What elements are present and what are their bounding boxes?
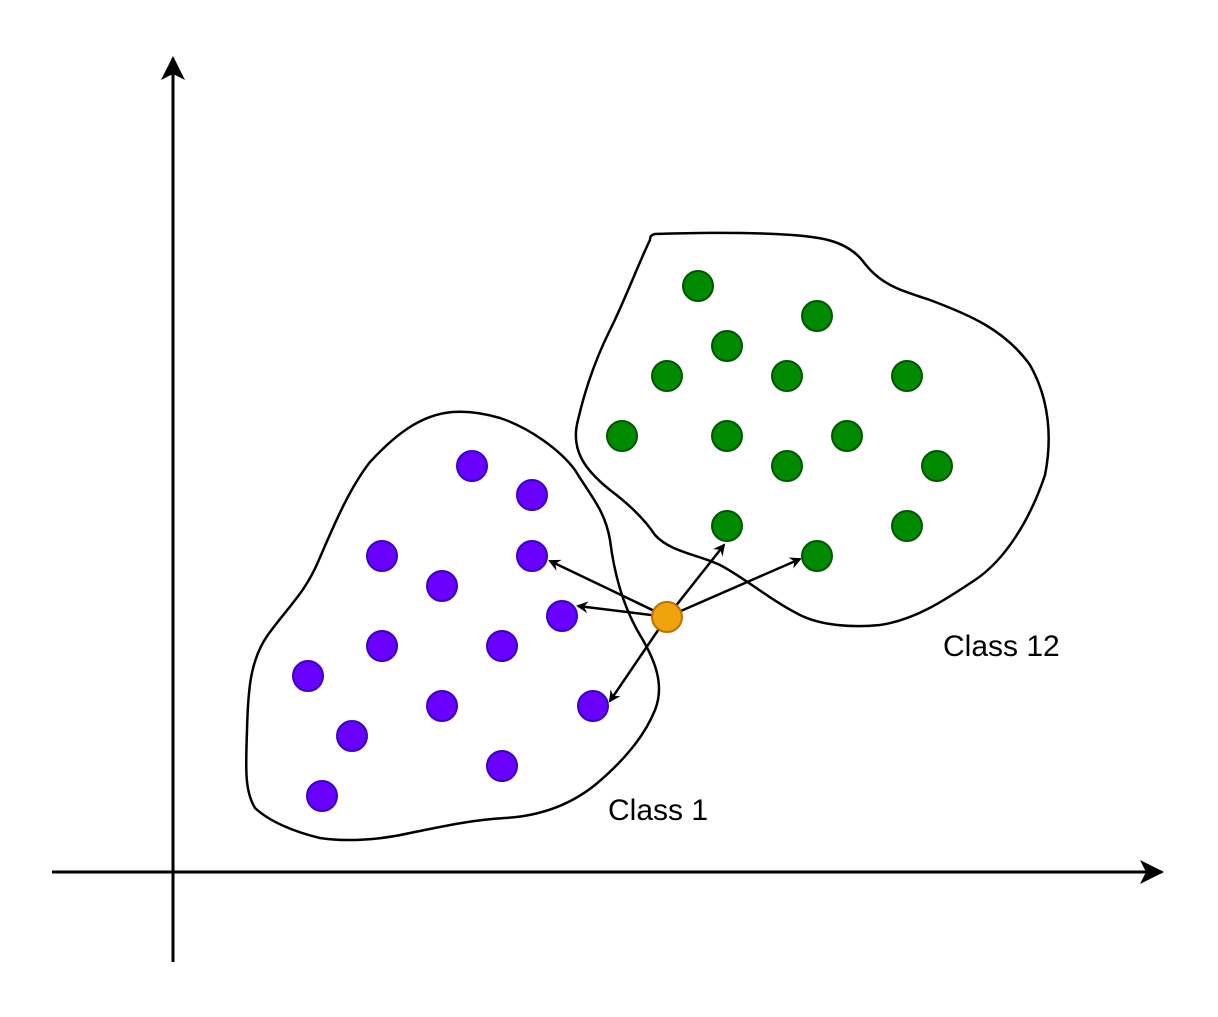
- query-point: [651, 601, 683, 633]
- arrow-to-class-12-point: [666, 557, 802, 619]
- class-12-point: [801, 540, 833, 572]
- arrow-to-class-1-point: [608, 616, 669, 703]
- class-1-point: [546, 600, 578, 632]
- class-12-point: [711, 330, 743, 362]
- class-1-point: [577, 690, 609, 722]
- class-1-point: [516, 479, 548, 511]
- class-1-label: Class 1: [608, 794, 708, 827]
- class-1-point: [366, 630, 398, 662]
- class-12-point: [801, 300, 833, 332]
- class-1-point: [336, 720, 368, 752]
- class-12-point: [651, 360, 683, 392]
- class-12-point: [606, 420, 638, 452]
- class-12-point: [891, 360, 923, 392]
- arrow-to-class-1-point: [548, 559, 668, 619]
- class-1-point: [426, 690, 458, 722]
- class-12-boundary: [574, 231, 1050, 628]
- class-1-point: [516, 540, 548, 572]
- class-12-point: [682, 270, 714, 302]
- class-1-point: [366, 540, 398, 572]
- class-12-point: [771, 450, 803, 482]
- class-12-point: [891, 510, 923, 542]
- class-1-point: [426, 570, 458, 602]
- class-1-boundary: [244, 410, 661, 842]
- class-1-points: [292, 450, 609, 812]
- class-1-point: [306, 780, 338, 812]
- class-12-point: [831, 420, 863, 452]
- class-1-point: [292, 660, 324, 692]
- class-12-label: Class 12: [943, 630, 1060, 663]
- class-12-point: [921, 450, 953, 482]
- class-12-point: [771, 360, 803, 392]
- class-12-point: [711, 420, 743, 452]
- class-1-point: [486, 750, 518, 782]
- class-12-point: [711, 510, 743, 542]
- class-1-point: [486, 630, 518, 662]
- class-12-points: [606, 270, 953, 572]
- class-1-point: [456, 450, 488, 482]
